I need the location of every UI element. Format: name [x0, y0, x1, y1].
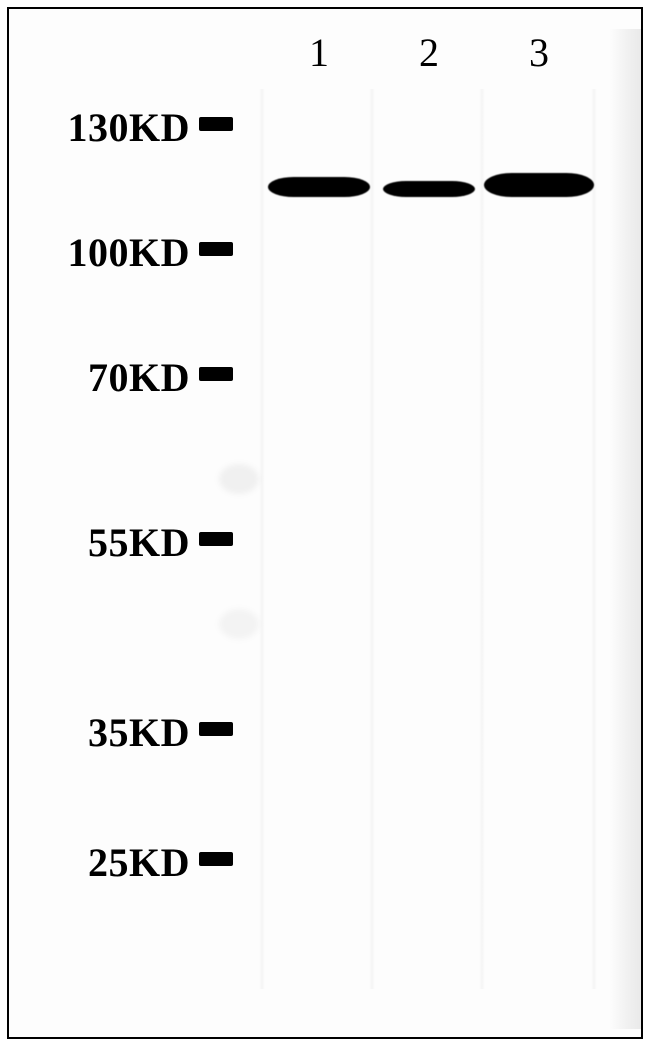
mw-label-55KD: 55KD	[88, 519, 190, 566]
mw-label-35KD: 35KD	[88, 709, 190, 756]
lane-edge-2	[479, 89, 485, 989]
lane-number-3: 3	[509, 29, 569, 76]
smudge-0	[219, 464, 259, 494]
mw-tick-25KD	[199, 852, 233, 866]
mw-label-25KD: 25KD	[88, 839, 190, 886]
mw-tick-100KD	[199, 242, 233, 256]
mw-tick-130KD	[199, 117, 233, 131]
band-lane2	[383, 181, 475, 197]
mw-tick-35KD	[199, 722, 233, 736]
western-blot: 130KD 100KD 70KD 55KD 35KD 25KD 1 2 3	[9, 9, 641, 1037]
mw-tick-55KD	[199, 532, 233, 546]
smudge-1	[219, 609, 259, 639]
mw-label-130KD: 130KD	[68, 104, 191, 151]
lane-edge-0	[259, 89, 265, 989]
lane-number-1: 1	[289, 29, 349, 76]
band-lane3	[484, 173, 594, 197]
lane-edge-1	[369, 89, 375, 989]
lane-edge-3	[591, 89, 597, 989]
mw-label-70KD: 70KD	[88, 354, 190, 401]
membrane-right-shade	[609, 29, 641, 1029]
band-lane1	[268, 177, 370, 197]
mw-label-100KD: 100KD	[68, 229, 191, 276]
image-frame: 130KD 100KD 70KD 55KD 35KD 25KD 1 2 3	[7, 7, 643, 1039]
mw-tick-70KD	[199, 367, 233, 381]
lane-number-2: 2	[399, 29, 459, 76]
